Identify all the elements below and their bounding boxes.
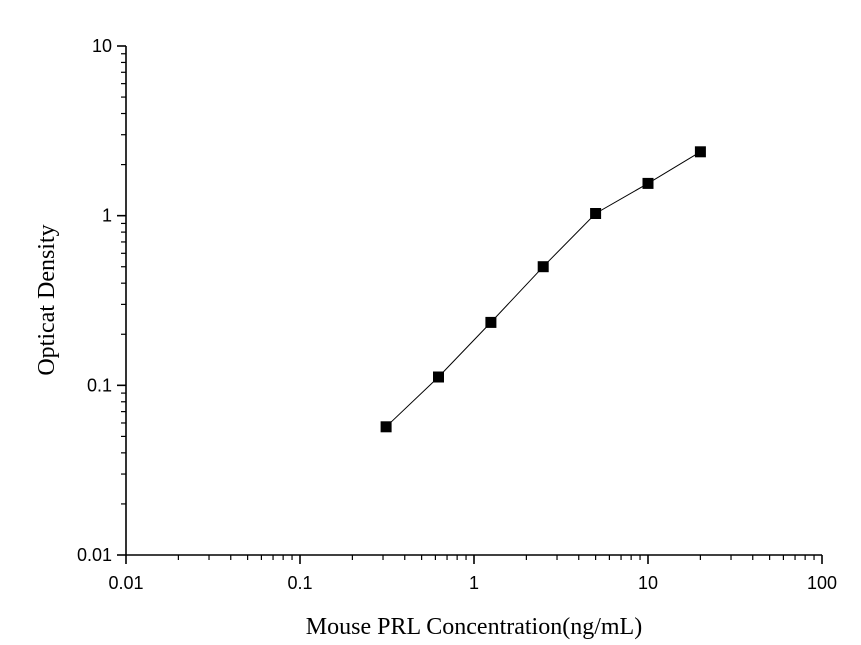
series-line [385,151,701,428]
series [380,146,706,433]
y-tick-label: 0.1 [87,375,112,395]
x-axis-title: Mouse PRL Concentration(ng/mL) [306,614,642,640]
data-point [485,316,497,328]
data-point [380,421,392,433]
data-point [537,261,549,273]
y-tick-label: 10 [92,36,112,56]
axes [125,46,822,556]
data-point [694,146,706,158]
ticks [117,45,823,564]
x-tick-label: 100 [807,573,837,593]
y-tick-label: 0.01 [77,545,112,565]
y-tick-label: 1 [102,206,112,226]
x-tick-label: 0.01 [108,573,143,593]
x-tick-label: 10 [638,573,658,593]
y-axis-title: Opticat Density [34,224,60,375]
x-tick-label: 1 [469,573,479,593]
data-point [433,371,444,383]
data-point [590,208,602,219]
data-point [642,177,654,189]
tick-labels: 0.01 0.1 1 10 100 0.01 0.1 1 10 [77,36,837,593]
x-tick-label: 0.1 [287,573,312,593]
